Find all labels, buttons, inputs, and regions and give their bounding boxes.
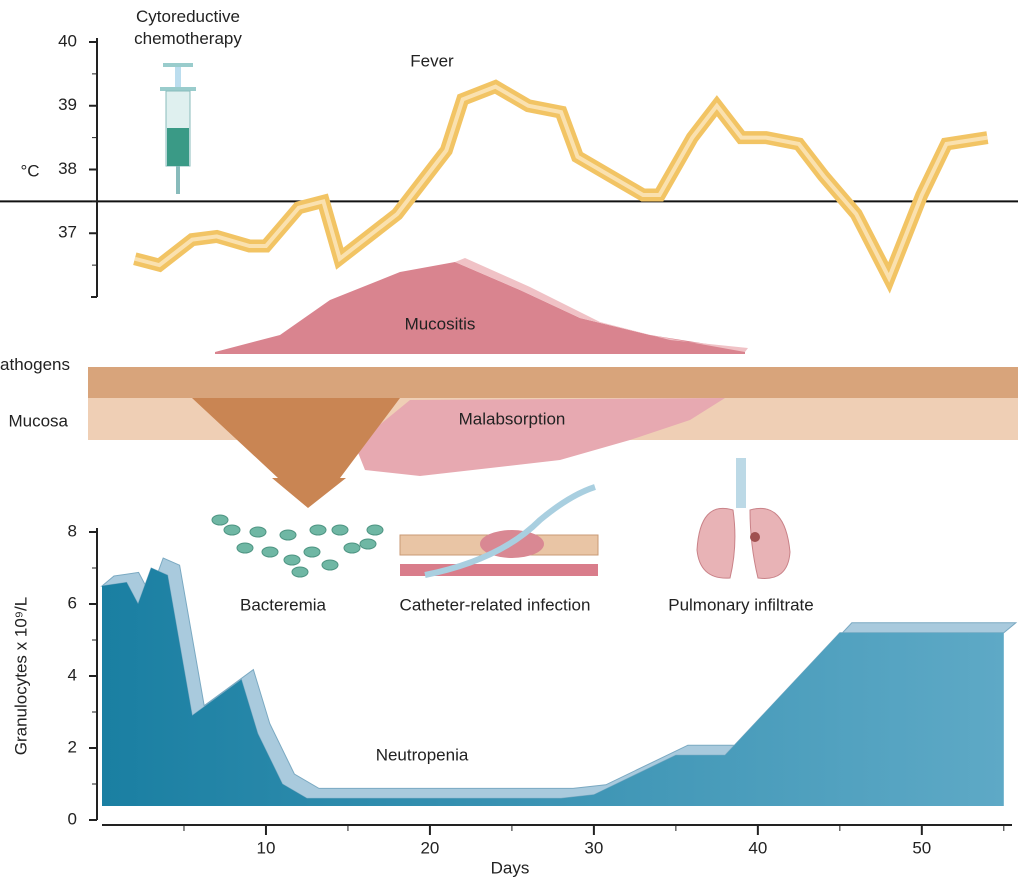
y-axis-label: °C xyxy=(20,161,39,180)
bacteremia-label: Bacteremia xyxy=(240,595,327,614)
y-axis-label: Granulocytes x 10⁹/L xyxy=(11,597,30,755)
x-tick-label: 10 xyxy=(257,838,276,857)
y-tick-label: 0 xyxy=(68,809,77,828)
pathogens-label: Potential pathogens xyxy=(0,355,70,374)
x-axis-label: Days xyxy=(491,858,530,877)
x-tick-label: 40 xyxy=(748,838,767,857)
bacteria-icon xyxy=(212,515,383,577)
annotation: Cytoreductive chemotherapy xyxy=(134,7,242,48)
x-tick-label: 50 xyxy=(912,838,931,857)
y-tick-label: 37 xyxy=(58,223,77,242)
pulmonary-label: Pulmonary infiltrate xyxy=(668,595,814,614)
malabsorption-label: Malabsorption xyxy=(459,409,566,428)
lung-icon xyxy=(750,508,790,578)
mucositis-label: Mucositis xyxy=(405,314,476,333)
y-tick-label: 4 xyxy=(68,665,77,684)
trachea-icon xyxy=(736,458,746,508)
diagram: Mucositis Potential pathogens Mucosa Mal… xyxy=(0,0,1018,883)
x-tick-label: 20 xyxy=(420,838,439,857)
y-tick-label: 6 xyxy=(68,593,77,612)
annotation-line: Cytoreductive xyxy=(136,7,240,26)
y-tick-label: 39 xyxy=(58,95,77,114)
x-tick-label: 30 xyxy=(584,838,603,857)
pathogen-band xyxy=(88,367,1018,398)
chart-title: Fever xyxy=(410,51,454,70)
chart-title: Neutropenia xyxy=(376,745,469,764)
y-tick-label: 2 xyxy=(68,737,77,756)
y-tick-label: 40 xyxy=(58,31,77,50)
syringe-icon xyxy=(160,63,196,194)
lung-icon xyxy=(697,508,735,578)
y-tick-label: 38 xyxy=(58,159,77,178)
pathogens-text: Potential pathogens xyxy=(0,355,70,374)
catheter-label: Catheter-related infection xyxy=(400,595,591,614)
annotation-line: chemotherapy xyxy=(134,29,242,48)
y-tick-label: 8 xyxy=(68,521,77,540)
infiltrate-icon xyxy=(750,532,760,542)
mucosa-label: Mucosa xyxy=(8,411,68,430)
mucositis-shape xyxy=(215,262,745,354)
